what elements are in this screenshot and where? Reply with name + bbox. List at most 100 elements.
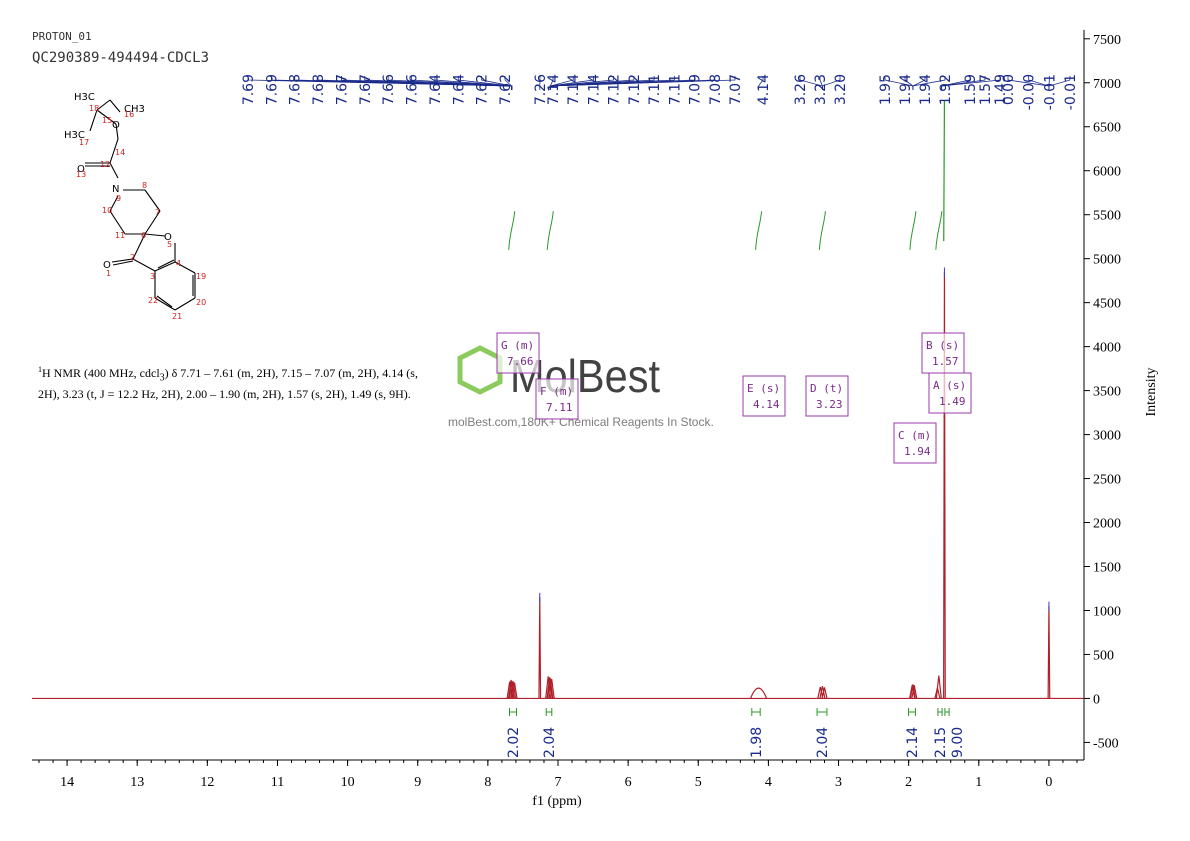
atom-label: H3C <box>64 130 85 141</box>
peak-label: 1.49 <box>993 74 1009 105</box>
peak-label: 7.67 <box>358 74 374 105</box>
peak-label: 0.00 <box>1001 74 1017 105</box>
atom-label: 5 <box>167 240 172 249</box>
peak-label: -0.00 <box>1022 74 1038 110</box>
integral-value: 2.15 <box>933 727 949 758</box>
peak-label: 7.68 <box>288 74 304 105</box>
logo-hex-icon <box>457 345 503 395</box>
atom-label: 9 <box>116 194 121 203</box>
integral-value: 2.02 <box>506 727 522 758</box>
x-tick-label: 3 <box>835 775 842 790</box>
peak-label: 7.69 <box>264 74 280 105</box>
y-tick-label: 4000 <box>1093 341 1121 356</box>
multiplet-box <box>742 375 786 417</box>
peak-label: 7.07 <box>728 74 744 105</box>
atom-label: 10 <box>102 206 112 215</box>
multiplet-label: D (t) <box>810 382 843 395</box>
multiplet-shift: 7.11 <box>546 401 573 414</box>
atom-label: 18 <box>89 104 99 113</box>
description-body: ) δ 7.71 – 7.61 (m, 2H), 7.15 – 7.07 (m,… <box>38 366 418 402</box>
x-tick-label: 8 <box>484 775 491 790</box>
peak-label: 7.66 <box>381 74 397 105</box>
peak-label: 4.14 <box>756 74 772 105</box>
atom-label: 16 <box>124 110 134 119</box>
peak-label: 7.67 <box>334 74 350 105</box>
peak-label: 7.66 <box>405 74 421 105</box>
atom-label: 21 <box>172 312 182 321</box>
spectrum-peak <box>819 686 826 699</box>
spectrum-peak <box>909 684 916 699</box>
atom-label: 11 <box>115 231 125 240</box>
peak-label: 7.62 <box>475 74 491 105</box>
multiplet-box <box>496 332 540 374</box>
y-tick-label: 3000 <box>1093 429 1121 444</box>
y-tick-label: 1000 <box>1093 604 1121 619</box>
integral-curve <box>818 211 826 250</box>
x-tick-label: 7 <box>555 775 562 790</box>
spectrum-peak <box>547 678 554 699</box>
integral-value: 9.00 <box>950 727 966 758</box>
multiplet-box <box>921 332 965 374</box>
spectrum-peak <box>510 681 517 699</box>
peak-label-leader <box>1048 76 1071 90</box>
x-tick-label: 6 <box>625 775 632 790</box>
multiplet-label: F (m) <box>540 385 573 398</box>
peak-label-leader <box>549 76 736 90</box>
spectrum-peak <box>821 687 828 699</box>
atom-label: 13 <box>76 170 86 179</box>
x-tick-label: 0 <box>1045 775 1052 790</box>
spectrum-peak <box>548 679 555 699</box>
spectrum-peak <box>750 687 768 699</box>
y-tick-label: 500 <box>1093 648 1114 663</box>
atom-label: CH3 <box>124 104 145 115</box>
y-tick-label: -500 <box>1093 736 1119 751</box>
integral-curve <box>935 211 943 250</box>
multiplet-label: E (s) <box>747 382 780 395</box>
peak-label: 1.92 <box>938 74 954 105</box>
x-tick-label: 4 <box>765 775 772 790</box>
multiplet-shift: 1.49 <box>939 395 966 408</box>
peak-label: -0.01 <box>1063 74 1079 110</box>
peak-label: 3.26 <box>793 74 809 105</box>
multiplet-box <box>928 372 972 414</box>
spectrum-peak <box>538 597 542 699</box>
integral-curve <box>755 211 763 250</box>
peak-label-leader <box>758 76 764 90</box>
atom-label: 1 <box>106 269 111 278</box>
atom-label: 20 <box>196 298 206 307</box>
x-axis-label: f1 (ppm) <box>532 794 582 809</box>
atom-label: O <box>112 120 120 131</box>
integral-value: 1.98 <box>749 727 765 758</box>
x-tick-label: 14 <box>60 775 74 790</box>
peak-label: 7.11 <box>647 74 663 105</box>
atom-label: 12 <box>100 160 110 169</box>
peak-label: 7.62 <box>498 74 514 105</box>
peak-label: 7.14 <box>566 74 582 105</box>
y-tick-label: 6500 <box>1093 121 1121 136</box>
peak-label: 1.59 <box>963 74 979 105</box>
atom-label: O <box>103 260 111 271</box>
y-axis-label: Intensity <box>1144 368 1159 417</box>
atom-label: H3C <box>74 92 95 103</box>
peak-label: 7.64 <box>451 74 467 105</box>
multiplet-label: B (s) <box>926 339 959 352</box>
x-tick-label: 13 <box>130 775 144 790</box>
atom-label: N <box>112 184 119 195</box>
atom-label: 19 <box>196 272 206 281</box>
atom-label: 7 <box>155 208 160 217</box>
spectrum-peak <box>911 685 918 699</box>
peak-label: 7.12 <box>607 74 623 105</box>
multiplet-box <box>805 375 849 417</box>
watermark: MolBest molBest.com,180K+ Chemical Reage… <box>448 345 714 429</box>
x-tick-label: 1 <box>975 775 982 790</box>
multiplet-shift: 7.66 <box>507 355 534 368</box>
x-tick-label: 9 <box>414 775 421 790</box>
peak-label: 7.26 <box>533 74 549 105</box>
multiplet-shift: 4.14 <box>753 398 780 411</box>
integral-curve <box>909 211 917 250</box>
peak-label: -0.01 <box>1042 74 1058 110</box>
y-tick-label: 1500 <box>1093 561 1121 576</box>
integral-curve <box>546 211 554 250</box>
peak-label: 7.11 <box>667 74 683 105</box>
multiplet-shift: 3.23 <box>816 398 843 411</box>
